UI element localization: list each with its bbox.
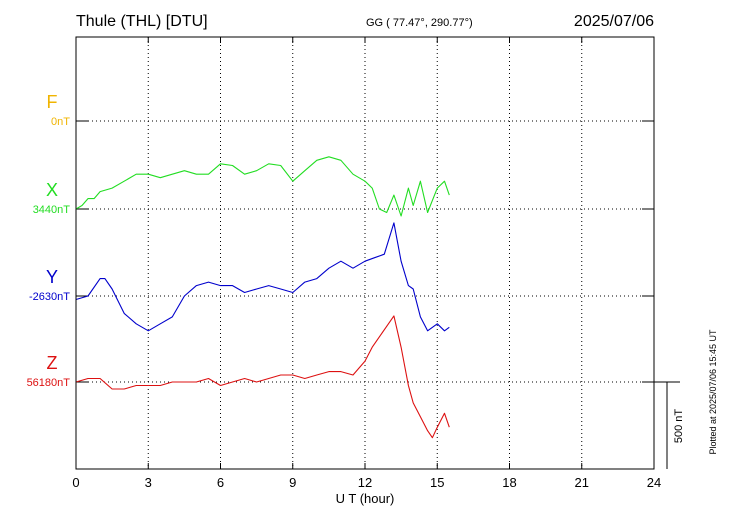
series-baseline-z: 56180nT	[27, 377, 71, 389]
x-axis-tick-labels: 0 3 6 9 12 15 18 21 24	[72, 475, 661, 490]
x-tick-label: 15	[430, 475, 444, 490]
series-line-z	[75, 315, 450, 439]
series-baseline-y: -2630nT	[29, 291, 70, 303]
x-tick-label: 24	[647, 475, 661, 490]
x-tick-label: 21	[575, 475, 589, 490]
station-title: Thule (THL) [DTU]	[76, 13, 208, 30]
x-tick-label: 9	[289, 475, 296, 490]
series-baseline-labels: F 0nT X 3440nT Y -2630nT Z 56180nT	[27, 92, 71, 389]
series-line-y	[75, 222, 450, 332]
series-baseline-x: 3440nT	[33, 204, 71, 216]
scale-bar-label: 500 nT	[673, 409, 685, 444]
x-tick-label: 6	[217, 475, 224, 490]
plotted-timestamp-note: Plotted at 2025/07/06 15:45 UT	[708, 329, 718, 455]
date-label: 2025/07/06	[574, 13, 654, 30]
x-tick-label: 0	[72, 475, 79, 490]
series-name-y: Y	[46, 267, 58, 287]
series-name-x: X	[46, 180, 58, 200]
grid	[75, 37, 655, 469]
series-line-x	[75, 156, 450, 217]
x-tick-label: 12	[358, 475, 372, 490]
x-axis-label: U T (hour)	[336, 491, 395, 506]
coordinates-label: GG ( 77.47°, 290.77°)	[366, 17, 473, 29]
series-baseline-f: 0nT	[51, 116, 70, 128]
plot-frame	[75, 36, 655, 470]
series-name-f: F	[47, 92, 58, 112]
x-tick-label: 3	[145, 475, 152, 490]
x-tick-label: 18	[502, 475, 516, 490]
series-lines	[75, 156, 450, 439]
scale-bar: 500 nT	[654, 381, 685, 469]
series-name-z: Z	[47, 353, 58, 373]
